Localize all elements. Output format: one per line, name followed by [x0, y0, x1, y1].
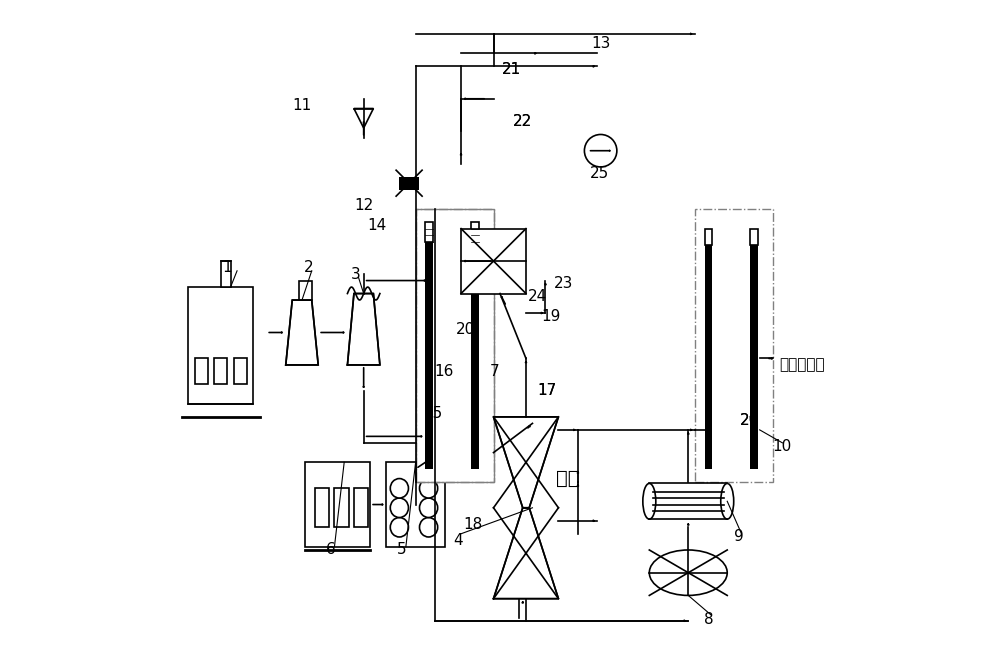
- Text: 18: 18: [463, 516, 482, 531]
- Text: 21: 21: [502, 62, 521, 77]
- Ellipse shape: [419, 479, 438, 498]
- Polygon shape: [286, 300, 318, 365]
- Ellipse shape: [390, 498, 408, 518]
- Text: 14: 14: [367, 218, 386, 233]
- Bar: [425, 222, 433, 242]
- Bar: [354, 488, 368, 527]
- Polygon shape: [494, 508, 558, 599]
- Bar: [750, 229, 758, 469]
- Text: 25: 25: [590, 166, 609, 181]
- Bar: [750, 229, 758, 245]
- Bar: [305, 462, 370, 547]
- Text: 26: 26: [740, 413, 760, 428]
- Bar: [234, 359, 247, 385]
- Text: 净化后尾气: 净化后尾气: [779, 357, 825, 372]
- Bar: [416, 209, 494, 482]
- Ellipse shape: [643, 483, 656, 519]
- Ellipse shape: [721, 483, 734, 519]
- Text: 5: 5: [397, 542, 406, 557]
- Text: 4: 4: [453, 533, 463, 548]
- Polygon shape: [347, 293, 380, 365]
- Text: 19: 19: [541, 309, 560, 324]
- Ellipse shape: [419, 518, 438, 537]
- Ellipse shape: [649, 550, 727, 595]
- Bar: [195, 359, 208, 385]
- Bar: [471, 222, 479, 242]
- Polygon shape: [354, 108, 373, 128]
- Bar: [471, 229, 479, 469]
- Text: 1: 1: [223, 260, 232, 275]
- Text: 22: 22: [513, 114, 532, 129]
- Text: 6: 6: [326, 542, 336, 557]
- Bar: [695, 209, 773, 482]
- Text: 3: 3: [350, 267, 360, 282]
- Ellipse shape: [419, 498, 438, 518]
- Bar: [334, 488, 349, 527]
- Text: 2: 2: [304, 260, 313, 275]
- Polygon shape: [399, 177, 419, 190]
- Bar: [315, 488, 329, 527]
- Text: 8: 8: [704, 612, 714, 627]
- Text: 26: 26: [740, 413, 760, 428]
- Text: 20: 20: [456, 321, 475, 336]
- Bar: [386, 462, 445, 547]
- Bar: [461, 229, 526, 293]
- Polygon shape: [494, 417, 558, 508]
- Bar: [221, 261, 231, 287]
- Bar: [705, 229, 712, 245]
- Text: 17: 17: [537, 383, 556, 398]
- Ellipse shape: [390, 518, 408, 537]
- Text: 11: 11: [292, 98, 312, 113]
- Bar: [188, 287, 253, 404]
- Text: 16: 16: [434, 364, 453, 379]
- Bar: [416, 209, 494, 482]
- Text: 13: 13: [591, 36, 610, 51]
- Bar: [299, 280, 312, 300]
- Text: 17: 17: [537, 383, 556, 398]
- Text: 22: 22: [513, 114, 532, 129]
- Text: 9: 9: [734, 529, 744, 544]
- Bar: [214, 359, 227, 385]
- Bar: [705, 229, 712, 469]
- Text: 21: 21: [502, 62, 521, 77]
- Ellipse shape: [390, 479, 408, 498]
- Text: 7: 7: [490, 364, 500, 379]
- Text: 排空: 排空: [556, 469, 580, 488]
- Text: 15: 15: [424, 406, 443, 421]
- Text: 12: 12: [354, 198, 373, 213]
- Text: 24: 24: [528, 289, 547, 304]
- Text: 23: 23: [554, 276, 573, 291]
- Text: 10: 10: [773, 439, 792, 454]
- Bar: [425, 229, 433, 469]
